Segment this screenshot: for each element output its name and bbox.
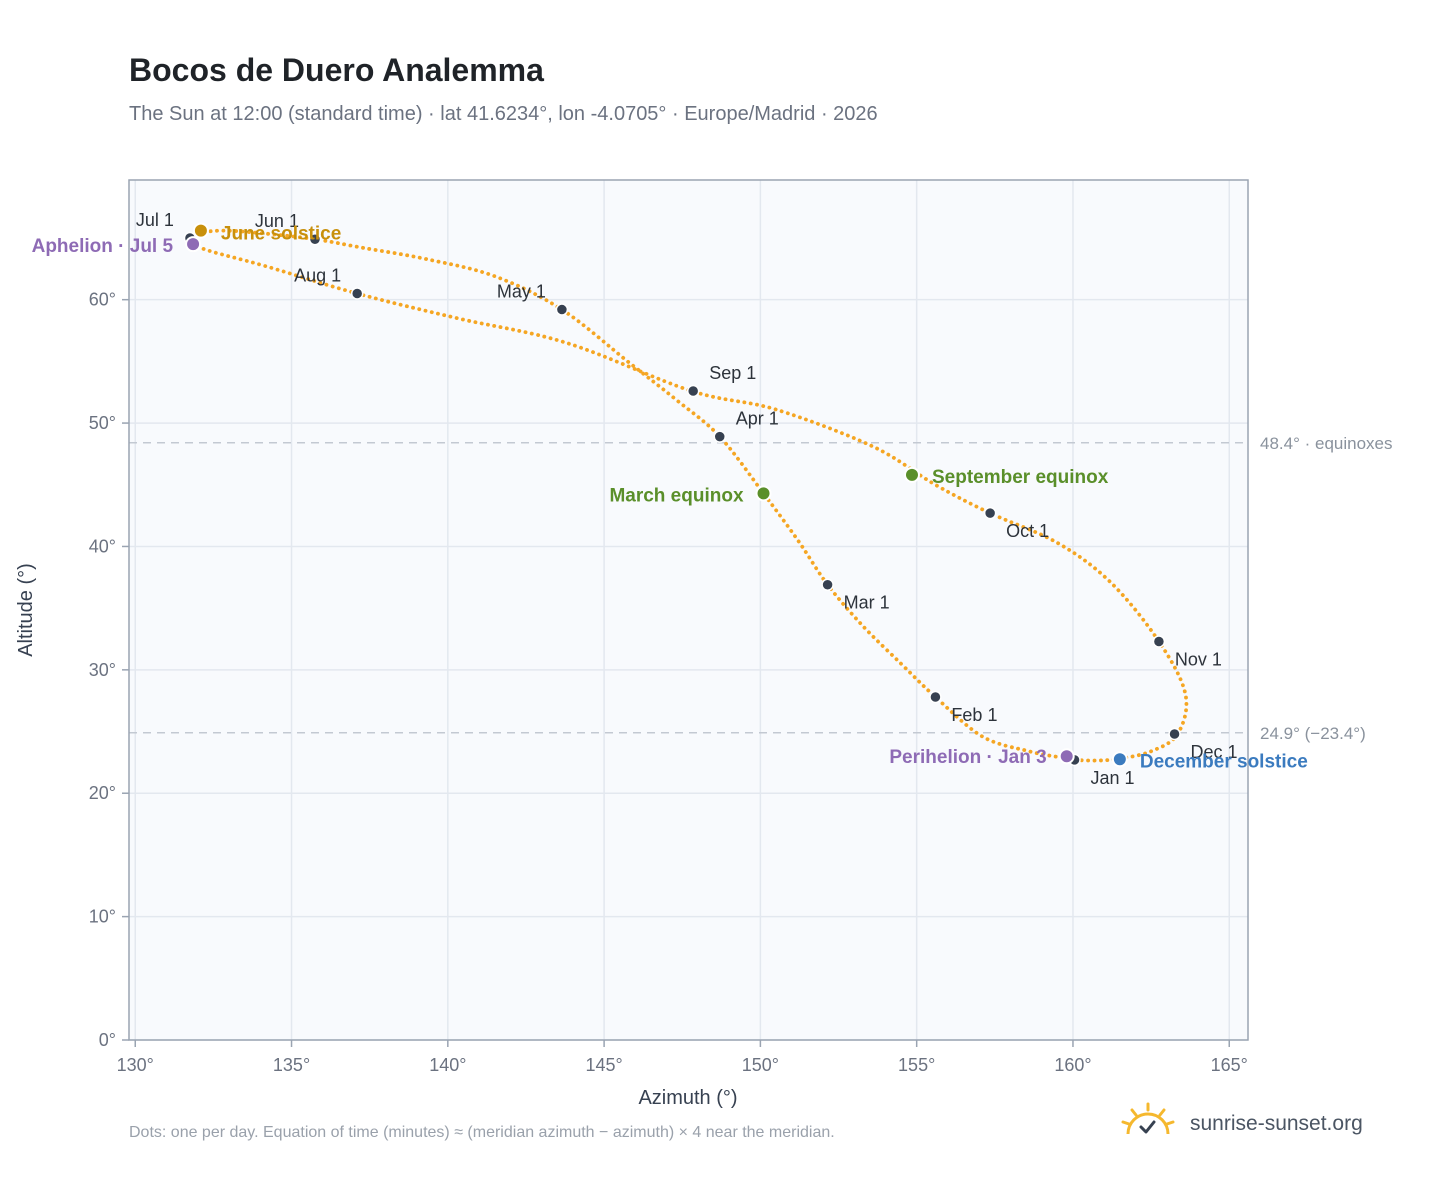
event-label: March equinox (609, 485, 744, 506)
event-label: December solstice (1140, 751, 1308, 772)
x-tick-label: 165° (1211, 1055, 1248, 1075)
event-marker (1111, 751, 1128, 768)
y-axis-label: Altitude (°) (15, 563, 37, 657)
x-axis-ticks: 130° 135° 140° 145° 150° 155° 160° 165° (117, 1040, 1248, 1075)
brand-name: sunrise-sunset.org (1190, 1112, 1363, 1135)
event-marker (1058, 748, 1075, 765)
month-marker (686, 384, 700, 398)
y-tick-label: 30° (89, 660, 116, 680)
month-label: Sep 1 (709, 363, 756, 383)
month-marker (350, 287, 364, 300)
month-label: Jul 1 (136, 210, 174, 230)
month-marker (1152, 635, 1166, 648)
brand[interactable]: sunrise-sunset.org (1120, 1102, 1420, 1146)
chart-title: Bocos de Duero Analemma (129, 52, 544, 88)
y-tick-label: 60° (89, 290, 116, 310)
month-marker (821, 578, 834, 591)
month-marker (1168, 727, 1181, 741)
event-marker (903, 466, 920, 483)
sun-logo-icon (1121, 1102, 1175, 1135)
month-markers: Jan 1 Feb 1 Mar 1 Apr 1 May 1 Jun 1 Jul 1 Aug 1… (136, 210, 1238, 788)
plot-frame (128, 179, 1249, 1041)
month-label: Mar 1 (844, 593, 890, 613)
event-markers: June solstice Aphelion · Jul 5 March equin… (32, 222, 1308, 772)
y-tick-label: 40° (89, 536, 116, 556)
month-marker (983, 506, 997, 520)
month-label: Jan 1 (1091, 768, 1135, 788)
y-tick-label: 10° (89, 907, 116, 927)
event-label: Aphelion · Jul 5 (32, 236, 174, 257)
y-tick-label: 50° (89, 413, 116, 433)
month-label: May 1 (497, 282, 546, 302)
x-tick-label: 160° (1054, 1055, 1091, 1075)
x-tick-label: 155° (898, 1055, 935, 1075)
chart-subtitle: The Sun at 12:00 (standard time) · lat 4… (129, 103, 878, 125)
month-marker (929, 690, 942, 704)
event-marker (755, 485, 772, 502)
x-tick-label: 135° (273, 1055, 310, 1075)
month-label: Feb 1 (951, 705, 997, 725)
month-label: Oct 1 (1006, 521, 1049, 541)
month-marker (713, 430, 727, 443)
event-marker (192, 222, 209, 239)
event-label: September equinox (932, 467, 1109, 488)
y-axis-ticks: 0° 10° 20° 30° 40° 50° 60° (89, 290, 129, 1050)
month-marker (555, 303, 569, 316)
y-tick-label: 0° (99, 1030, 116, 1050)
reference-lines: 48.4° · equinoxes 24.9° (−23.4°) (129, 434, 1393, 743)
x-tick-label: 130° (117, 1055, 154, 1075)
event-marker (185, 236, 202, 253)
event-label: June solstice (221, 224, 341, 245)
reference-line-label: 48.4° · equinoxes (1260, 434, 1393, 453)
month-label: Nov 1 (1175, 649, 1222, 669)
plot-background (129, 180, 1248, 1040)
month-marker (308, 232, 322, 246)
reference-line-label: 24.9° (−23.4°) (1260, 724, 1366, 743)
footnote: Dots: one per day. Equation of time (min… (129, 1124, 835, 1141)
month-label: Dec 1 (1191, 742, 1238, 762)
month-label: Apr 1 (736, 409, 779, 429)
month-label: Aug 1 (294, 266, 341, 286)
y-tick-label: 20° (89, 783, 116, 803)
x-tick-label: 140° (429, 1055, 466, 1075)
month-label: Jun 1 (255, 211, 299, 231)
x-axis-label: Azimuth (°) (638, 1087, 737, 1109)
x-tick-label: 145° (585, 1055, 622, 1075)
x-tick-label: 150° (742, 1055, 779, 1075)
event-label: Perihelion · Jan 3 (889, 747, 1046, 768)
